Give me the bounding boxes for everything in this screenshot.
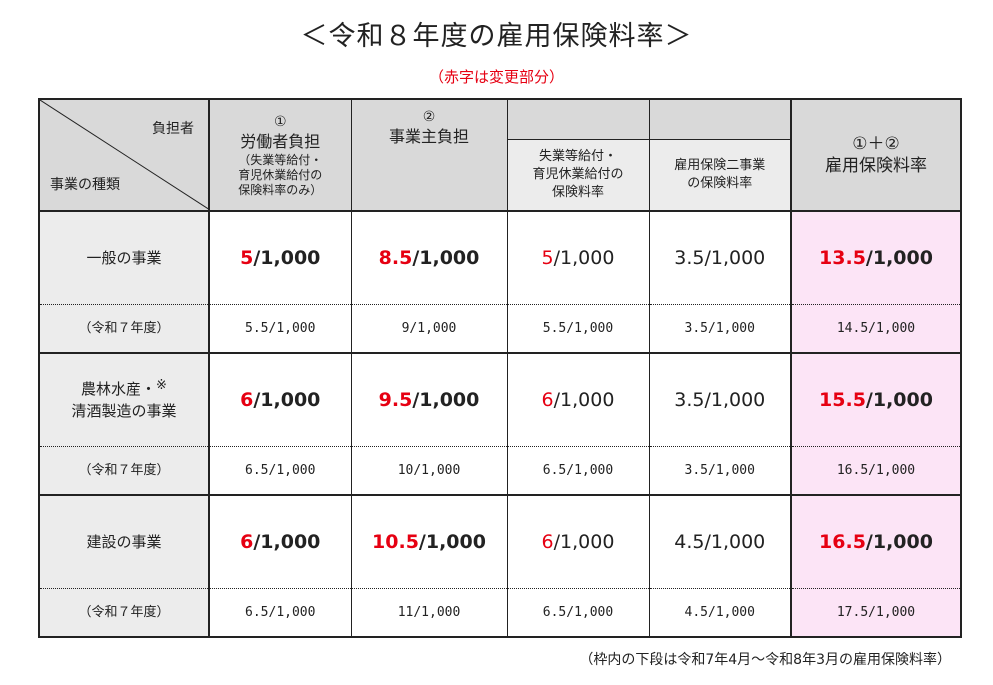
circle-1-plus-2-mark: ①＋②: [852, 134, 900, 154]
header-unemployment-rate: 失業等給付・ 育児休業給付の 保険料率: [507, 98, 650, 212]
worker-share-note-3: 保険料率のみ）: [238, 182, 323, 197]
corner-header-cell: 負担者 事業の種類: [38, 98, 210, 212]
two-projects-line-1: 雇用保険二事業: [674, 158, 766, 173]
worker-rate-cell: 5/1,000: [209, 211, 352, 305]
prev-two-projects-rate-cell: 3.5/1,000: [649, 446, 792, 496]
business-type-general: 一般の事業: [38, 211, 210, 305]
table-row: 一般の事業 5/1,000 8.5/1,000 5/1,000 3.5/1,00…: [38, 211, 962, 305]
worker-rate-cell: 6/1,000: [209, 495, 352, 589]
two-projects-line-2: の保険料率: [687, 176, 753, 191]
total-rate-cell: 15.5/1,000: [791, 353, 962, 447]
agri-label-line-2: 清酒製造の事業: [71, 402, 177, 420]
employer-rate-cell: 10.5/1,000: [351, 495, 508, 589]
unemployment-rate-cell: 5/1,000: [507, 211, 650, 305]
prev-employer-rate-cell: 11/1,000: [351, 588, 508, 638]
table-row: 建設の事業 6/1,000 10.5/1,000 6/1,000 4.5/1,0…: [38, 495, 962, 589]
prev-employer-rate-cell: 10/1,000: [351, 446, 508, 496]
worker-share-title: 労働者負担: [240, 131, 321, 151]
table-row: 農林水産・※ 清酒製造の事業 6/1,000 9.5/1,000 6/1,000…: [38, 353, 962, 447]
table-row-previous-year: （令和７年度） 6.5/1,000 11/1,000 6.5/1,000 4.5…: [38, 588, 962, 638]
red-text-note: （赤字は変更部分）: [428, 68, 564, 86]
employer-share-title: 事業主負担: [388, 127, 469, 146]
employer-rate-cell: 9.5/1,000: [351, 353, 508, 447]
header-total-rate: ①＋② 雇用保険料率: [791, 98, 962, 212]
insurance-rate-table: 負担者 事業の種類 ① 労働者負担 （失業等給付・ 育児休業給付の 保険料率のみ…: [38, 98, 962, 638]
header-two-projects-rate: 雇用保険二事業 の保険料率: [649, 98, 792, 212]
prev-unemployment-rate-cell: 6.5/1,000: [507, 446, 650, 496]
previous-year-label: （令和７年度）: [38, 304, 210, 354]
prev-unemployment-rate-cell: 6.5/1,000: [507, 588, 650, 638]
header-worker-share: ① 労働者負担 （失業等給付・ 育児休業給付の 保険料率のみ）: [209, 98, 352, 212]
prev-two-projects-rate-cell: 3.5/1,000: [649, 304, 792, 354]
prev-worker-rate-cell: 6.5/1,000: [209, 446, 352, 496]
footnote: （枠内の下段は令和7年4月～令和8年3月の雇用保険料率）: [579, 652, 951, 668]
prev-worker-rate-cell: 6.5/1,000: [209, 588, 352, 638]
corner-label-payer: 負担者: [152, 121, 194, 137]
two-projects-rate-cell: 4.5/1,000: [649, 495, 792, 589]
prev-employer-rate-cell: 9/1,000: [351, 304, 508, 354]
agri-label-line-1: 農林水産・: [81, 380, 157, 398]
unemployment-rate-cell: 6/1,000: [507, 495, 650, 589]
total-rate-title: 雇用保険料率: [825, 156, 927, 176]
prev-unemployment-rate-cell: 5.5/1,000: [507, 304, 650, 354]
unemployment-rate-cell: 6/1,000: [507, 353, 650, 447]
asterisk-note-mark: ※: [156, 378, 167, 393]
table-row-previous-year: （令和７年度） 6.5/1,000 10/1,000 6.5/1,000 3.5…: [38, 446, 962, 496]
two-projects-rate-cell: 3.5/1,000: [649, 353, 792, 447]
table-row-previous-year: （令和７年度） 5.5/1,000 9/1,000 5.5/1,000 3.5/…: [38, 304, 962, 354]
prev-total-rate-cell: 14.5/1,000: [791, 304, 962, 354]
two-projects-rate-cell: 3.5/1,000: [649, 211, 792, 305]
header-employer-share: ② 事業主負担: [351, 98, 508, 212]
corner-label-business-type: 事業の種類: [50, 177, 120, 193]
prev-total-rate-cell: 17.5/1,000: [791, 588, 962, 638]
page-title: ＜令和８年度の雇用保険料率＞: [300, 21, 693, 52]
circle-2-mark: ②: [422, 109, 436, 125]
total-rate-cell: 16.5/1,000: [791, 495, 962, 589]
prev-two-projects-rate-cell: 4.5/1,000: [649, 588, 792, 638]
unemployment-rate-line-2: 育児休業給付の: [532, 167, 624, 182]
worker-share-note-2: 育児休業給付の: [238, 167, 323, 182]
diagonal-divider: [40, 100, 210, 210]
business-type-construction: 建設の事業: [38, 495, 210, 589]
table-header-row: 負担者 事業の種類 ① 労働者負担 （失業等給付・ 育児休業給付の 保険料率のみ…: [38, 98, 962, 212]
prev-total-rate-cell: 16.5/1,000: [791, 446, 962, 496]
business-type-agri-sake: 農林水産・※ 清酒製造の事業: [38, 353, 210, 447]
circle-1-mark: ①: [273, 113, 287, 130]
total-rate-cell: 13.5/1,000: [791, 211, 962, 305]
worker-share-note-1: （失業等給付・: [238, 152, 323, 167]
prev-worker-rate-cell: 5.5/1,000: [209, 304, 352, 354]
worker-rate-cell: 6/1,000: [209, 353, 352, 447]
previous-year-label: （令和７年度）: [38, 588, 210, 638]
previous-year-label: （令和７年度）: [38, 446, 210, 496]
unemployment-rate-line-3: 保険料率: [551, 185, 604, 200]
unemployment-rate-line-1: 失業等給付・: [538, 149, 617, 164]
employer-rate-cell: 8.5/1,000: [351, 211, 508, 305]
